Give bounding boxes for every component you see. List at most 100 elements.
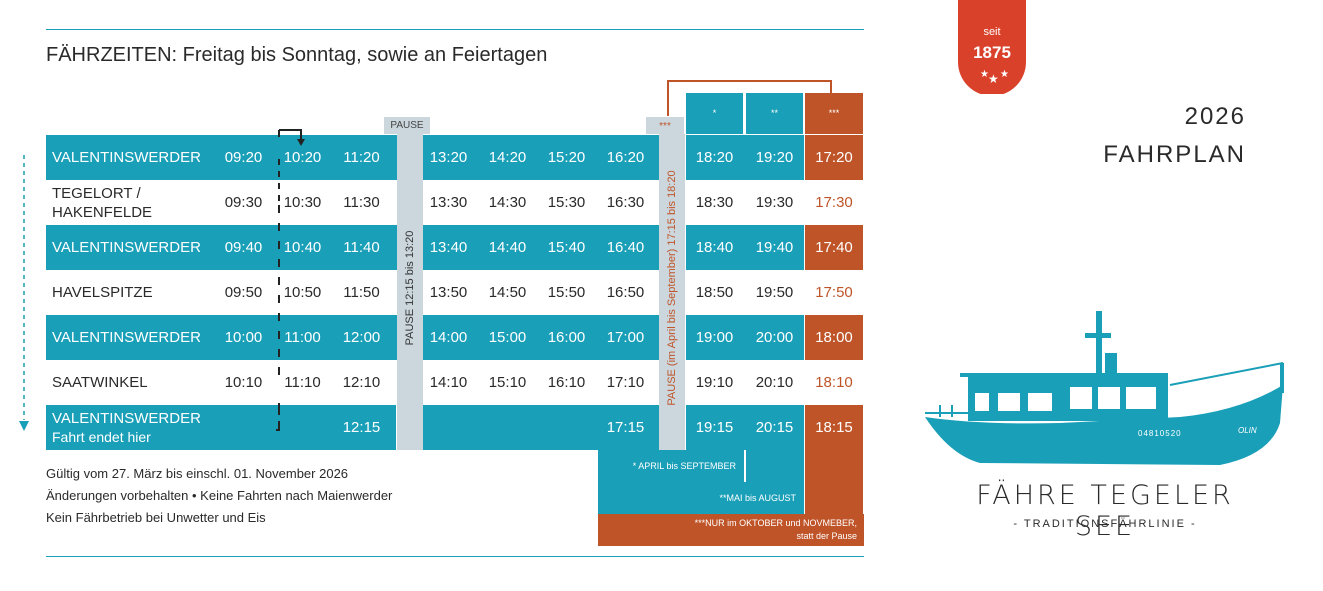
departure-time-seasonal: 19:40 [755,239,794,256]
col-header-okt-nov: *** [805,93,863,134]
loop-bracket-icon [270,129,305,431]
note-teal-col [746,450,804,482]
departure-time-seasonal: 19:20 [755,149,794,166]
departure-time: 14:10 [429,374,468,391]
stop-name-line: SAATWINKEL [52,374,148,391]
departure-time: 09:40 [224,239,263,256]
row-band-orange [805,315,863,360]
row-band [423,225,659,270]
departure-time [419,405,478,450]
departure-time [537,405,596,450]
departure-time-seasonal: 18:20 [695,149,734,166]
departure-time: 16:40 [606,239,645,256]
departure-time: 15:00 [488,329,527,346]
departure-time-seasonal: 17:30 [815,194,853,211]
departure-time: 11:10 [284,374,321,391]
departure-time: 17:15 [606,419,645,436]
ferry-boat-icon [925,311,1284,465]
departure-time: 10:40 [283,239,322,256]
departure-time: 10:30 [283,194,322,211]
col-header-april-sept: * [686,93,743,134]
departure-time-seasonal: 17:40 [815,239,853,256]
departure-time: 15:50 [547,284,586,301]
stop-name: VALENTINSWERDER Fahrt endet hier [52,409,201,447]
year-title: 2026 [1184,103,1246,130]
departure-time-seasonal: 18:40 [695,239,734,256]
departure-time: 11:50 [343,284,380,301]
row-band [686,135,804,180]
note-april-september: * APRIL bis SEPTEMBER [632,461,736,471]
row-band [423,135,659,180]
departure-time: 11:40 [343,239,380,256]
departure-time: 14:50 [488,284,527,301]
stop-name: HAVELSPITZE [52,283,153,302]
row-band-orange [805,135,863,180]
row-band [423,315,659,360]
page-title: FÄHRZEITEN: Freitag bis Sonntag, sowie a… [46,44,548,66]
departure-time-seasonal: 20:00 [755,329,794,346]
row-band [46,315,397,360]
departure-time: 14:30 [488,194,527,211]
departure-time-seasonal: 20:15 [755,419,794,436]
validity-text: Gültig vom 27. März bis einschl. 01. Nov… [46,466,349,481]
stop-name-line: VALENTINSWERDER [52,329,201,346]
departure-time: 14:40 [488,239,527,256]
departure-time: 15:20 [547,149,586,166]
row-band [686,405,804,450]
extra-label: *** [646,117,684,134]
departure-time: 15:10 [488,374,527,391]
note-box-2 [598,482,804,514]
stop-name-line: TEGELORT / [52,185,141,202]
direction-arrow-icon [19,155,29,431]
stop-name-line: Fahrt endet hier [52,429,151,445]
departure-time: 13:20 [429,149,468,166]
departure-time: 16:10 [547,374,586,391]
departure-time-seasonal: 18:00 [815,329,853,346]
stop-name-line: HAVELSPITZE [52,284,153,301]
row-band [46,135,397,180]
departure-time: 11:00 [284,329,321,346]
departure-time: 13:50 [429,284,468,301]
departure-time: 16:30 [606,194,645,211]
note-mai-august: **MAI bis AUGUST [719,493,796,503]
stop-name: VALENTINSWERDER [52,238,201,257]
departure-time: 17:10 [606,374,645,391]
departure-time: 10:50 [283,284,322,301]
top-rule [46,29,864,30]
note-okt-nov-line1: ***NUR im OKTOBER und NOVMEBER, [694,518,857,528]
note-orange-col [805,450,863,514]
row-band [46,225,397,270]
stop-name-line: VALENTINSWERDER [52,149,201,166]
stop-name: VALENTINSWERDER [52,148,201,167]
departure-time: 16:00 [547,329,586,346]
since-badge: ★ ★ ★ seit 1875 [958,0,1026,94]
badge-shape: ★ ★ ★ [958,0,1026,94]
departure-time: 16:20 [606,149,645,166]
badge-since: seit [983,26,1001,38]
stop-name-line: VALENTINSWERDER [52,239,201,256]
departure-time: 15:40 [547,239,586,256]
plan-title: FAHRPLAN [1103,141,1246,168]
departure-time-seasonal: 20:10 [755,374,794,391]
row-band [46,405,396,450]
svg-text:★: ★ [988,72,999,86]
note-box-1 [598,450,744,482]
boat-name: OLIN [1238,426,1257,435]
departure-time-seasonal: 19:50 [755,284,794,301]
weather-text: Kein Fährbetrieb bei Unwetter und Eis [46,510,266,525]
departure-time [214,405,273,450]
departure-time: 09:20 [224,149,263,166]
departure-time: 09:30 [224,194,263,211]
departure-time-seasonal: 19:00 [695,329,734,346]
pause-vertical-text: PAUSE 12:15 bis 13:20 [404,230,416,346]
row-band [423,405,659,450]
bottom-rule [46,556,864,557]
stop-name-line: HAKENFELDE [52,204,153,221]
pause-bar [397,134,423,450]
departure-time: 11:20 [343,149,380,166]
pause-bar-2 [659,134,685,450]
departure-time-seasonal: 18:30 [695,194,734,211]
row-band-orange [805,225,863,270]
badge-year: 1875 [973,43,1011,62]
departure-time-seasonal: 17:20 [815,149,853,166]
